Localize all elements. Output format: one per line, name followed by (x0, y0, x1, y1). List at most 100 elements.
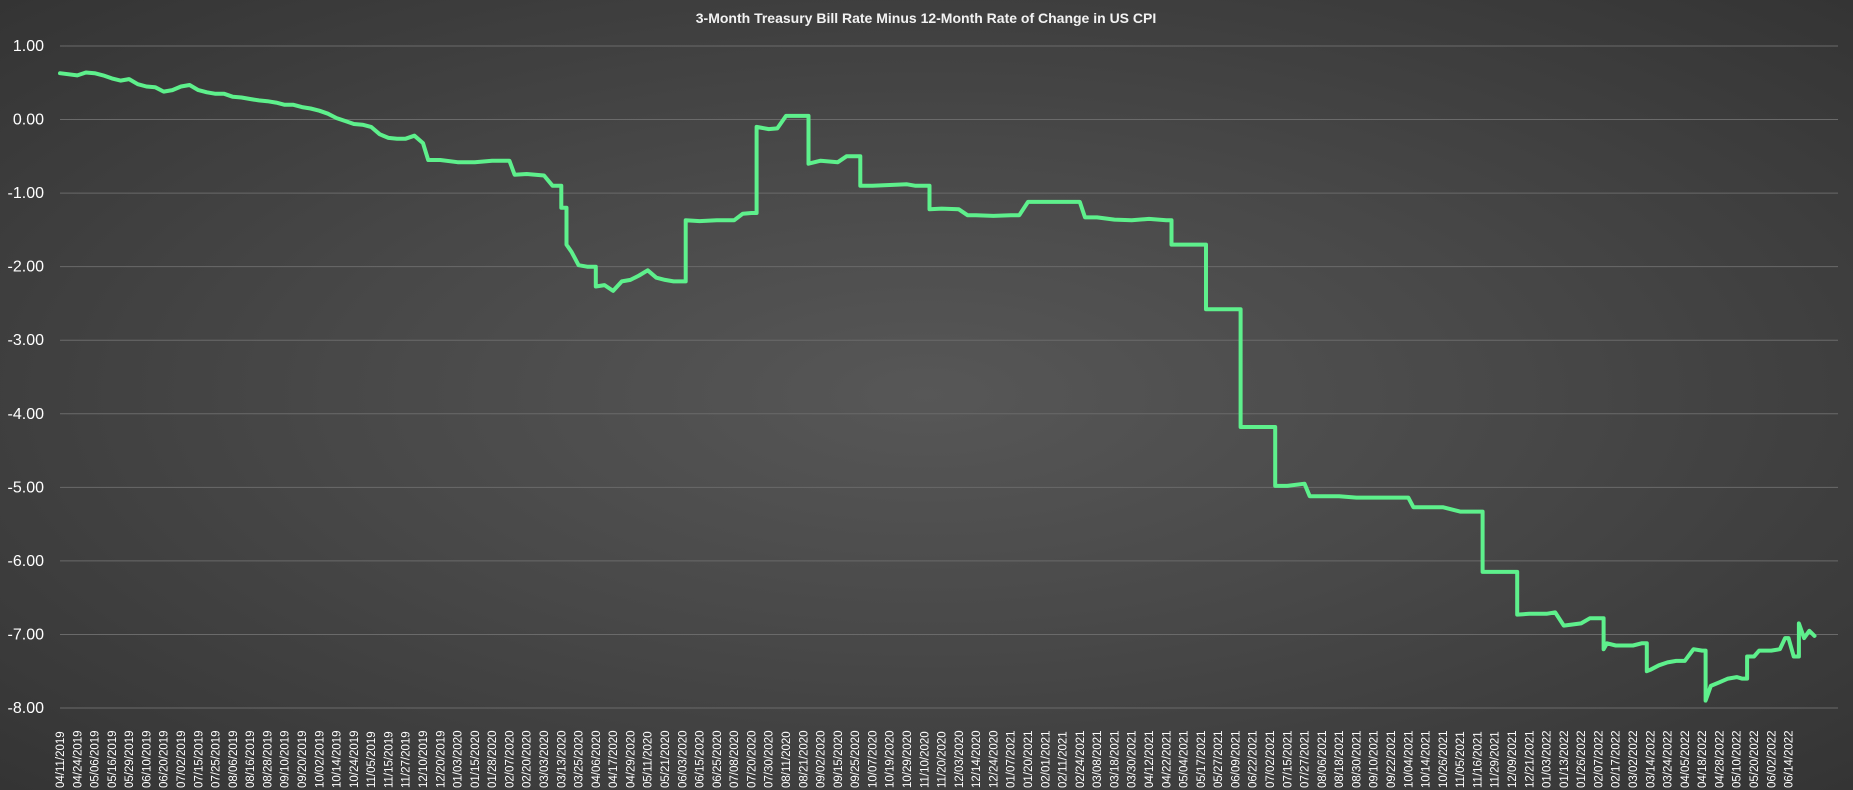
x-tick-label: 04/24/2019 (72, 730, 84, 788)
x-tick-label: 09/10/2019 (280, 730, 292, 788)
x-tick-label: 09/02/2020 (816, 730, 828, 788)
x-tick-label: 11/20/2020 (937, 731, 949, 788)
x-tick-label: 01/15/2020 (470, 730, 482, 788)
x-tick-label: 11/10/2020 (919, 731, 931, 788)
x-tick-label: 04/18/2022 (1697, 730, 1709, 788)
x-tick-label: 03/24/2022 (1663, 730, 1675, 788)
x-tick-label: 08/30/2021 (1351, 730, 1363, 788)
x-tick-label: 05/06/2019 (90, 730, 102, 788)
x-tick-label: 10/19/2020 (885, 730, 897, 788)
y-tick-label: -8.00 (8, 700, 45, 717)
x-tick-label: 03/08/2021 (1092, 730, 1104, 788)
x-tick-label: 07/15/2019 (193, 730, 205, 788)
x-tick-label: 08/28/2019 (262, 730, 274, 788)
y-tick-label: 0.00 (13, 112, 44, 129)
plot-area (58, 70, 1817, 703)
x-tick-label: 08/21/2020 (798, 730, 810, 788)
x-tick-label: 03/03/2020 (539, 730, 551, 788)
x-tick-label: 10/29/2020 (902, 730, 914, 788)
x-tick-label: 12/21/2021 (1524, 730, 1536, 788)
x-tick-label: 06/22/2021 (1248, 730, 1260, 788)
x-tick-label: 08/06/2019 (228, 730, 240, 788)
x-tick-label: 07/30/2020 (764, 730, 776, 788)
x-tick-label: 08/16/2019 (245, 730, 257, 788)
x-tick-label: 12/20/2019 (435, 730, 447, 788)
x-tick-label: 02/01/2021 (1040, 730, 1052, 788)
x-tick-label: 02/07/2022 (1593, 730, 1605, 788)
x-tick-label: 04/22/2021 (1161, 730, 1173, 788)
x-tick-label: 02/17/2022 (1611, 730, 1623, 788)
x-tick-label: 04/17/2020 (608, 730, 620, 788)
y-tick-label: -4.00 (8, 406, 45, 423)
x-tick-label: 05/29/2019 (124, 730, 136, 788)
y-tick-label: 1.00 (13, 38, 44, 55)
x-tick-label: 09/20/2019 (297, 730, 309, 788)
y-tick-label: -6.00 (8, 553, 45, 570)
x-tick-label: 09/22/2021 (1386, 730, 1398, 788)
x-tick-label: 10/14/2021 (1421, 730, 1433, 788)
y-axis: 1.00 0.00 -1.00 -2.00 -3.00 -4.00 -5.00 -6.00 -7… (8, 38, 45, 717)
x-tick-label: 01/03/2020 (453, 730, 465, 788)
x-tick-label: 03/18/2021 (1109, 730, 1121, 788)
x-tick-label: 08/18/2021 (1334, 730, 1346, 788)
x-tick-label: 08/06/2021 (1317, 730, 1329, 788)
x-tick-label: 01/20/2021 (1023, 730, 1035, 788)
y-tick-label: -5.00 (8, 479, 45, 496)
x-tick-label: 10/07/2020 (867, 730, 879, 788)
x-tick-label: 05/16/2019 (107, 730, 119, 788)
x-axis: 04/11/2019 04/24/2019 05/06/2019 05/16/2019… (55, 730, 1796, 788)
x-tick-label: 04/11/2019 (55, 731, 67, 788)
x-tick-label: 06/15/2020 (695, 730, 707, 788)
gridlines (60, 45, 1838, 709)
x-tick-label: 02/20/2020 (522, 730, 534, 788)
x-tick-label: 06/20/2019 (159, 730, 171, 788)
y-tick-label: -3.00 (8, 332, 45, 349)
x-tick-label: 03/02/2022 (1628, 730, 1640, 788)
x-tick-label: 05/17/2021 (1196, 730, 1208, 788)
x-tick-label: 06/25/2020 (712, 730, 724, 788)
x-tick-label: 06/03/2020 (677, 730, 689, 788)
x-tick-label: 05/04/2021 (1179, 730, 1191, 788)
x-tick-label: 01/26/2022 (1576, 730, 1588, 788)
x-tick-label: 06/09/2021 (1230, 730, 1242, 788)
x-tick-label: 05/10/2022 (1732, 730, 1744, 788)
x-tick-label: 09/10/2021 (1369, 730, 1381, 788)
x-tick-label: 07/25/2019 (211, 730, 223, 788)
x-tick-label: 01/03/2022 (1542, 730, 1554, 788)
x-tick-label: 07/15/2021 (1282, 730, 1294, 788)
x-tick-label: 04/05/2022 (1680, 730, 1692, 788)
x-tick-label: 05/20/2022 (1749, 730, 1761, 788)
x-tick-label: 10/14/2019 (332, 730, 344, 788)
x-tick-label: 03/13/2020 (556, 730, 568, 788)
x-tick-label: 07/08/2020 (729, 730, 741, 788)
x-tick-label: 07/20/2020 (746, 730, 758, 788)
x-tick-label: 02/07/2020 (504, 730, 516, 788)
x-tick-label: 10/24/2019 (349, 730, 361, 788)
x-tick-label: 07/27/2021 (1300, 730, 1312, 788)
x-tick-label: 11/15/2019 (383, 731, 395, 788)
y-tick-label: -2.00 (8, 259, 45, 276)
x-tick-label: 10/26/2021 (1438, 730, 1450, 788)
x-tick-label: 04/12/2021 (1144, 730, 1156, 788)
x-tick-label: 06/10/2019 (141, 730, 153, 788)
x-tick-label: 11/27/2019 (401, 731, 413, 788)
x-tick-label: 04/06/2020 (591, 730, 603, 788)
x-tick-label: 09/25/2020 (850, 730, 862, 788)
x-tick-label: 05/11/2020 (643, 731, 655, 788)
x-tick-label: 11/05/2019 (366, 731, 378, 788)
x-tick-label: 11/05/2021 (1455, 731, 1467, 788)
x-tick-label: 04/29/2020 (625, 730, 637, 788)
x-tick-label: 01/28/2020 (487, 730, 499, 788)
chart-title: 3-Month Treasury Bill Rate Minus 12-Mont… (696, 10, 1157, 26)
x-tick-label: 03/25/2020 (574, 730, 586, 788)
x-tick-label: 06/14/2022 (1784, 730, 1796, 788)
x-tick-label: 11/16/2021 (1472, 731, 1484, 788)
x-tick-label: 01/07/2021 (1006, 730, 1018, 788)
x-tick-label: 12/24/2020 (988, 730, 1000, 788)
x-tick-label: 02/11/2021 (1058, 731, 1070, 788)
y-tick-label: -7.00 (8, 626, 45, 643)
x-tick-label: 12/14/2020 (971, 730, 983, 788)
x-tick-label: 07/02/2021 (1265, 730, 1277, 788)
x-tick-label: 08/11/2020 (781, 731, 793, 788)
